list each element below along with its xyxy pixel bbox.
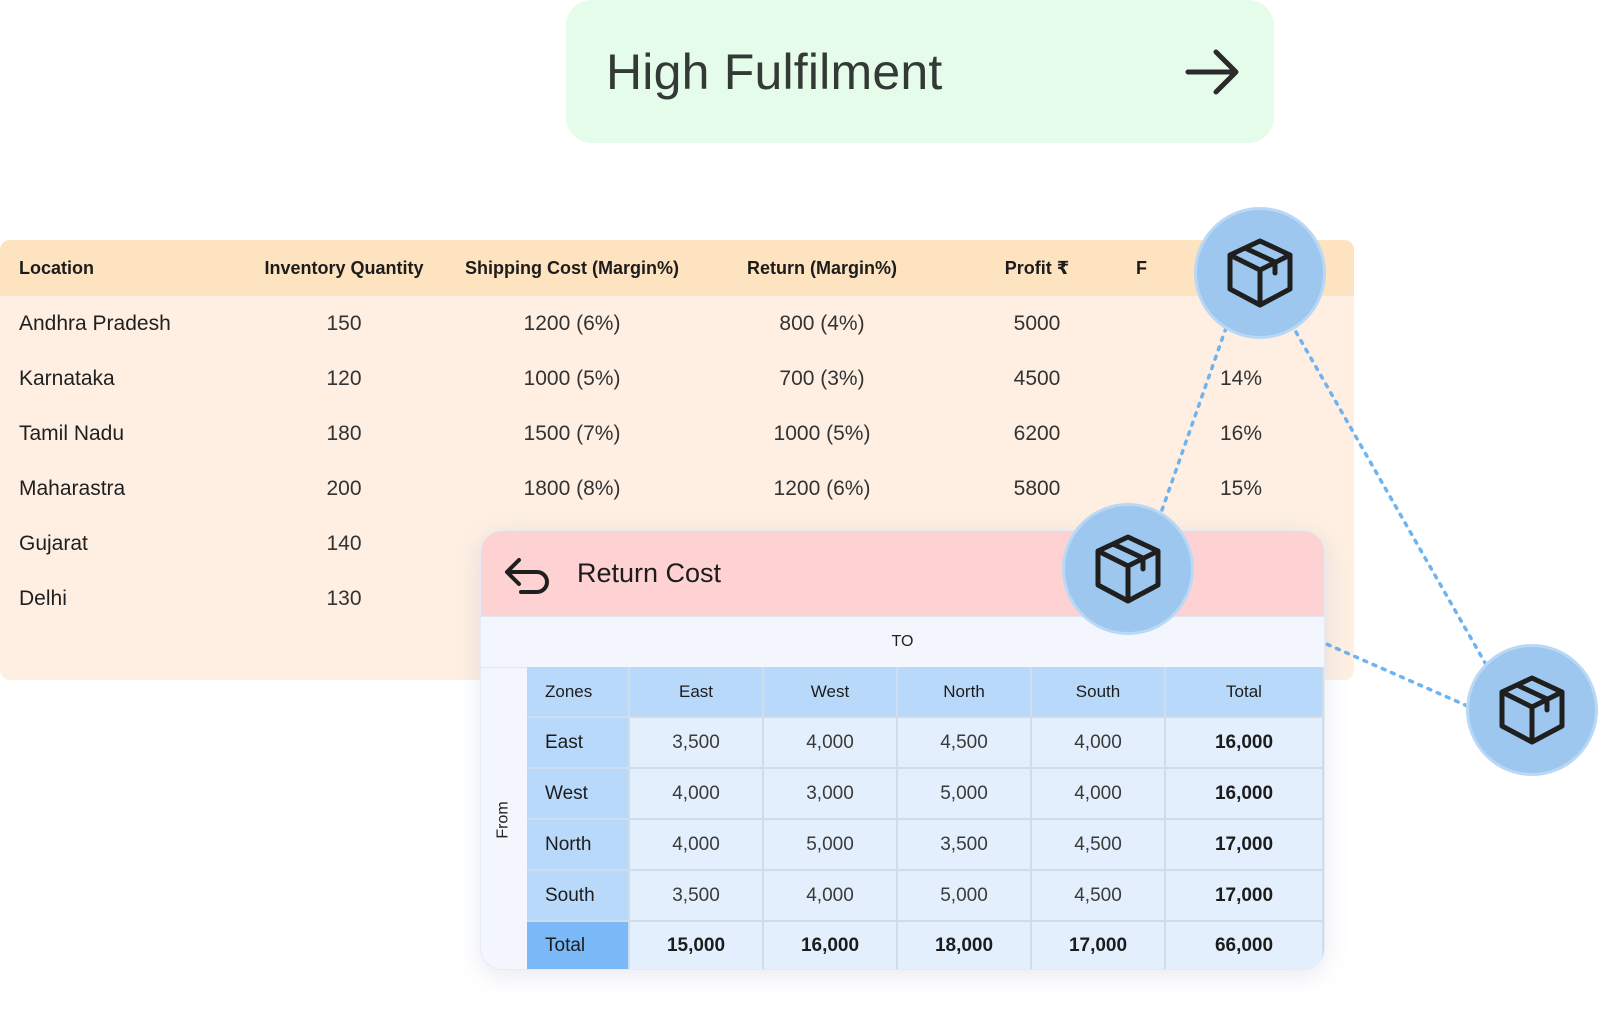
grid-cell: 4,000 bbox=[764, 871, 898, 922]
package-circle-top bbox=[1194, 207, 1326, 339]
grid-cell: 4,500 bbox=[898, 718, 1032, 769]
table-row: Maharastra 200 1800 (8%) 1200 (6%) 5800 … bbox=[0, 461, 1354, 516]
grid-cell: 4,000 bbox=[630, 769, 764, 820]
col-header-f: F bbox=[1136, 257, 1147, 278]
table-row: Karnataka 120 1000 (5%) 700 (3%) 4500 14… bbox=[0, 351, 1354, 406]
high-fulfilment-banner[interactable]: High Fulfilment bbox=[566, 0, 1274, 143]
grid-cell: 5,000 bbox=[898, 769, 1032, 820]
cell-shipping: 1500 (7%) bbox=[523, 421, 621, 445]
cell-qty: 200 bbox=[326, 476, 362, 500]
cell-location: Maharastra bbox=[19, 476, 126, 500]
grid-cell: 4,500 bbox=[1032, 871, 1166, 922]
cell-location: Karnataka bbox=[19, 366, 115, 390]
row-total-cell: 16,000 bbox=[1166, 718, 1324, 769]
cell-return: 1200 (6%) bbox=[773, 476, 871, 500]
col-header-east: East bbox=[630, 667, 764, 718]
cell-profit: 4500 bbox=[1013, 366, 1061, 390]
cell-pct: 14% bbox=[1219, 366, 1263, 390]
return-cost-grid: Zones East West North South Total East 3… bbox=[527, 667, 1324, 969]
grid-cell: 4,000 bbox=[764, 718, 898, 769]
cell-location: Andhra Pradesh bbox=[19, 311, 171, 335]
grid-cell: 3,500 bbox=[898, 820, 1032, 871]
return-cost-title: Return Cost bbox=[577, 558, 722, 588]
cell-return: 700 (3%) bbox=[779, 366, 865, 390]
col-header-zones: Zones bbox=[527, 667, 630, 718]
table-row: Tamil Nadu 180 1500 (7%) 1000 (5%) 6200 … bbox=[0, 406, 1354, 461]
col-header-total: Total bbox=[1166, 667, 1324, 718]
inventory-table-header: Location Inventory Quantity Shipping Cos… bbox=[0, 240, 1354, 296]
package-box-icon bbox=[1095, 534, 1161, 604]
return-cost-header: Return Cost bbox=[481, 531, 1324, 616]
grid-cell: 5,000 bbox=[898, 871, 1032, 922]
total-row-label: Total bbox=[527, 922, 630, 969]
grid-cell: 4,000 bbox=[1032, 769, 1166, 820]
col-header-location: Location bbox=[19, 257, 94, 278]
cell-return: 800 (4%) bbox=[779, 311, 865, 335]
from-label-column: From bbox=[481, 667, 527, 969]
arrow-right-icon[interactable] bbox=[1184, 47, 1242, 97]
cell-pct: 15% bbox=[1219, 476, 1263, 500]
banner-title: High Fulfilment bbox=[606, 43, 943, 100]
cell-location: Gujarat bbox=[19, 531, 88, 555]
col-header-south: South bbox=[1032, 667, 1166, 718]
grid-cell: 3,500 bbox=[630, 718, 764, 769]
table-row: Delhi 130 bbox=[0, 571, 1354, 626]
cell-pct: 16% bbox=[1219, 421, 1263, 445]
row-total-cell: 17,000 bbox=[1166, 871, 1324, 922]
package-box-icon bbox=[1499, 675, 1565, 745]
grand-total-cell: 66,000 bbox=[1166, 922, 1324, 969]
grid-cell: 3,000 bbox=[764, 769, 898, 820]
row-zone-label: East bbox=[527, 718, 630, 769]
cell-qty: 130 bbox=[326, 586, 362, 610]
cell-shipping: 1200 (6%) bbox=[523, 311, 621, 335]
cell-profit: 5000 bbox=[1013, 311, 1061, 335]
cell-qty: 150 bbox=[326, 311, 362, 335]
grid-cell: 4,000 bbox=[1032, 718, 1166, 769]
cell-shipping: 1800 (8%) bbox=[523, 476, 621, 500]
cell-shipping: 1000 (5%) bbox=[523, 366, 621, 390]
row-zone-label: North bbox=[527, 820, 630, 871]
return-arrow-icon bbox=[505, 557, 549, 594]
row-total-cell: 17,000 bbox=[1166, 820, 1324, 871]
col-header-shipping-cost: Shipping Cost (Margin%) bbox=[465, 257, 679, 278]
cell-profit: 6200 bbox=[1013, 421, 1061, 445]
column-total-cell: 18,000 bbox=[898, 922, 1032, 969]
column-total-cell: 16,000 bbox=[764, 922, 898, 969]
from-label: From bbox=[494, 800, 512, 839]
col-header-profit: Profit ₹ bbox=[1004, 257, 1070, 278]
cell-return: 1000 (5%) bbox=[773, 421, 871, 445]
grid-cell: 4,000 bbox=[630, 820, 764, 871]
to-label: TO bbox=[481, 616, 1324, 667]
col-header-return: Return (Margin%) bbox=[747, 257, 897, 278]
cell-location: Tamil Nadu bbox=[19, 421, 125, 445]
row-zone-label: West bbox=[527, 769, 630, 820]
package-circle-right bbox=[1466, 644, 1598, 776]
return-cost-card: Return Cost TO From Zones East West Nort… bbox=[480, 530, 1325, 970]
col-header-north: North bbox=[898, 667, 1032, 718]
package-box-icon bbox=[1227, 238, 1293, 308]
package-circle-middle bbox=[1062, 503, 1194, 635]
col-header-inventory-quantity: Inventory Quantity bbox=[264, 257, 424, 278]
table-row: Gujarat 140 bbox=[0, 516, 1354, 571]
cell-qty: 140 bbox=[326, 531, 362, 555]
column-total-cell: 15,000 bbox=[630, 922, 764, 969]
grid-cell: 4,500 bbox=[1032, 820, 1166, 871]
row-zone-label: South bbox=[527, 871, 630, 922]
col-header-west: West bbox=[764, 667, 898, 718]
grid-cell: 3,500 bbox=[630, 871, 764, 922]
column-total-cell: 17,000 bbox=[1032, 922, 1166, 969]
grid-cell: 5,000 bbox=[764, 820, 898, 871]
table-row: Andhra Pradesh 150 1200 (6%) 800 (4%) 50… bbox=[0, 296, 1354, 351]
cell-profit: 5800 bbox=[1013, 476, 1061, 500]
cell-qty: 120 bbox=[326, 366, 362, 390]
cell-qty: 180 bbox=[326, 421, 362, 445]
cell-location: Delhi bbox=[19, 586, 67, 610]
row-total-cell: 16,000 bbox=[1166, 769, 1324, 820]
